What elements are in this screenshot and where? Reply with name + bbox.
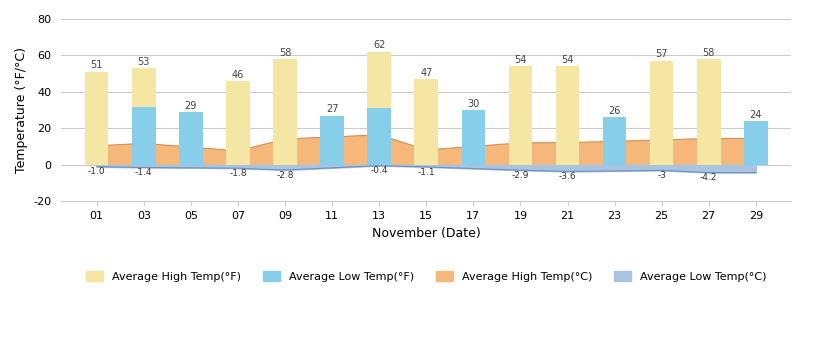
Bar — [414, 79, 438, 165]
Text: -3: -3 — [657, 171, 666, 180]
Bar — [227, 81, 250, 165]
Text: 58: 58 — [702, 48, 715, 58]
Text: 51: 51 — [90, 60, 103, 71]
Text: 10.5: 10.5 — [86, 136, 107, 145]
Bar — [368, 108, 391, 165]
Text: 12.1: 12.1 — [510, 133, 530, 142]
Text: 7.7: 7.7 — [231, 141, 245, 150]
Bar — [320, 116, 344, 165]
Text: -2.9: -2.9 — [511, 171, 530, 180]
Text: 11.8: 11.8 — [134, 134, 154, 143]
Text: 58: 58 — [279, 48, 291, 58]
Legend: Average High Temp(°F), Average Low Temp(°F), Average High Temp(°C), Average Low : Average High Temp(°F), Average Low Temp(… — [81, 265, 772, 287]
Text: -1.4: -1.4 — [135, 168, 153, 177]
Text: 27: 27 — [326, 104, 339, 114]
Bar — [697, 59, 720, 165]
Bar — [273, 59, 297, 165]
Bar — [368, 52, 391, 165]
Text: 46: 46 — [232, 70, 244, 80]
Text: 47: 47 — [420, 68, 432, 78]
Text: 14.5: 14.5 — [699, 129, 719, 138]
Text: -3.6: -3.6 — [559, 172, 576, 181]
Bar — [132, 68, 155, 165]
Bar — [744, 121, 768, 165]
Text: 62: 62 — [373, 41, 385, 50]
Text: 32: 32 — [138, 95, 150, 105]
Text: -1.0: -1.0 — [88, 168, 105, 176]
Y-axis label: Temperature (°F/°C): Temperature (°F/°C) — [15, 47, 28, 173]
Bar — [650, 61, 673, 165]
Bar — [556, 66, 579, 165]
Bar — [132, 106, 155, 165]
Text: 54: 54 — [561, 55, 574, 65]
Text: -1.1: -1.1 — [417, 168, 435, 177]
Bar — [461, 110, 485, 165]
X-axis label: November (Date): November (Date) — [372, 227, 481, 240]
Bar — [179, 112, 203, 165]
Text: 14.2: 14.2 — [275, 129, 295, 138]
Text: 26: 26 — [608, 106, 621, 116]
Text: -1.8: -1.8 — [229, 169, 247, 178]
Text: 31: 31 — [373, 97, 385, 107]
Text: 8.2: 8.2 — [419, 140, 433, 149]
Text: -4.2: -4.2 — [700, 173, 717, 182]
Text: -0.4: -0.4 — [370, 167, 388, 175]
Bar — [509, 66, 532, 165]
Text: 16.5: 16.5 — [369, 125, 389, 134]
Text: 54: 54 — [515, 55, 526, 65]
Bar — [603, 118, 627, 165]
Text: 53: 53 — [138, 57, 150, 67]
Text: 24: 24 — [749, 110, 762, 120]
Text: -2.8: -2.8 — [276, 171, 294, 180]
Text: 12.2: 12.2 — [558, 133, 578, 142]
Text: 57: 57 — [656, 50, 668, 59]
Text: 29: 29 — [185, 101, 197, 110]
Bar — [85, 72, 109, 165]
Text: 30: 30 — [467, 99, 480, 109]
Text: 13.7: 13.7 — [652, 130, 671, 139]
